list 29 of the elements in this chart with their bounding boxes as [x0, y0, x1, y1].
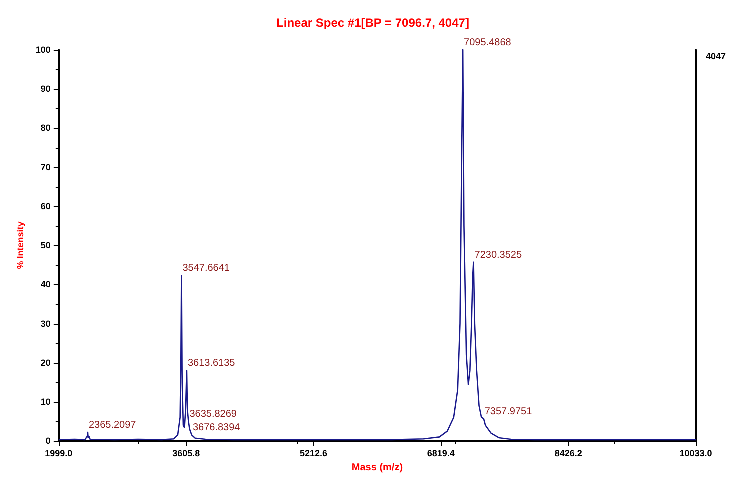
y-tick-label: 100 [36, 45, 51, 55]
annotation: 7230.3525 [474, 250, 522, 261]
annotation: 3547.6641 [182, 263, 230, 274]
annotation: 7357.9751 [484, 406, 533, 418]
y-tick-label: 90 [40, 84, 51, 94]
y-tick-label: 70 [40, 162, 51, 172]
y-tick-label: 0 [46, 436, 51, 446]
chart-title: Linear Spec #1[BP = 7096.7, 4047] [276, 16, 470, 30]
x-tick-label: 8426.2 [554, 448, 582, 459]
y-tick-label: 20 [40, 358, 51, 368]
annotation: 2365.2097 [88, 420, 137, 431]
x-tick-label: 5212.6 [300, 448, 328, 459]
annotation: 3635.8269 [190, 409, 238, 420]
y-tick-label: 30 [40, 318, 51, 329]
x-tick-label: 1999.0 [45, 448, 73, 459]
annotation: 7095.4868 [464, 38, 512, 48]
x-tick-label: 10033.0 [680, 448, 712, 459]
text: 4047 [706, 52, 726, 62]
y-tick-label: 50 [40, 240, 51, 251]
y-tick-label: 60 [40, 201, 51, 212]
x-axis-title: Mass (m/z) [352, 462, 404, 474]
annotation: 3676.8394 [192, 422, 241, 434]
y-axis-title: % Intensity [16, 222, 26, 270]
x-tick-label: 3605.8 [172, 448, 200, 459]
annotation: 3613.6135 [188, 358, 236, 370]
y-tick-label: 80 [40, 123, 51, 134]
y-tick-label: 40 [40, 280, 51, 290]
y-tick-label: 10 [40, 396, 51, 407]
x-tick-label: 6819.4 [427, 448, 455, 459]
